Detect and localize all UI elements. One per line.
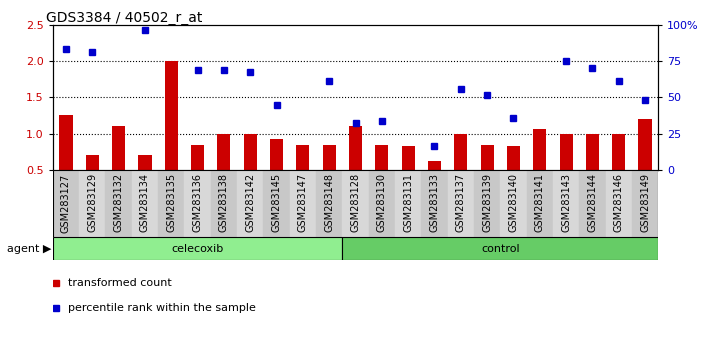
Bar — [612, 133, 625, 170]
Text: GSM283149: GSM283149 — [640, 173, 650, 232]
Text: GSM283132: GSM283132 — [113, 173, 124, 233]
Bar — [507, 146, 520, 170]
Text: GSM283141: GSM283141 — [535, 173, 545, 232]
Bar — [579, 170, 605, 237]
Text: GSM283134: GSM283134 — [140, 173, 150, 232]
Bar — [395, 170, 421, 237]
Bar — [53, 237, 342, 260]
Bar — [375, 144, 389, 170]
Bar — [342, 237, 658, 260]
Bar — [428, 161, 441, 170]
Text: GSM283145: GSM283145 — [272, 173, 282, 233]
Bar — [560, 133, 572, 170]
Text: GSM283135: GSM283135 — [166, 173, 176, 233]
Text: GSM283143: GSM283143 — [561, 173, 571, 232]
Text: GSM283140: GSM283140 — [508, 173, 518, 232]
Text: GDS3384 / 40502_r_at: GDS3384 / 40502_r_at — [46, 11, 202, 25]
Bar — [290, 170, 316, 237]
Text: transformed count: transformed count — [68, 278, 172, 288]
Bar — [263, 170, 290, 237]
Bar — [527, 170, 553, 237]
Bar — [322, 144, 336, 170]
Bar — [53, 170, 79, 237]
Bar — [501, 170, 527, 237]
Text: GSM283131: GSM283131 — [403, 173, 413, 232]
Text: GSM283142: GSM283142 — [245, 173, 256, 233]
Text: GSM283144: GSM283144 — [587, 173, 598, 232]
Bar — [165, 61, 178, 170]
Bar — [112, 126, 125, 170]
Text: GSM283139: GSM283139 — [482, 173, 492, 232]
Text: GSM283146: GSM283146 — [614, 173, 624, 232]
Bar — [533, 129, 546, 170]
Bar — [270, 139, 283, 170]
Bar — [132, 170, 158, 237]
Bar — [139, 155, 151, 170]
Bar — [86, 155, 99, 170]
Bar — [210, 170, 237, 237]
Bar — [237, 170, 263, 237]
Text: celecoxib: celecoxib — [172, 244, 224, 254]
Text: GSM283128: GSM283128 — [351, 173, 360, 233]
Bar — [421, 170, 448, 237]
Text: GSM283148: GSM283148 — [325, 173, 334, 232]
Bar — [401, 146, 415, 170]
Bar — [316, 170, 342, 237]
Bar — [218, 133, 230, 170]
Bar — [448, 170, 474, 237]
Bar — [632, 170, 658, 237]
Text: GSM283138: GSM283138 — [219, 173, 229, 232]
Bar — [553, 170, 579, 237]
Bar — [605, 170, 632, 237]
Text: GSM283147: GSM283147 — [298, 173, 308, 233]
Text: GSM283136: GSM283136 — [193, 173, 203, 232]
Bar — [474, 170, 501, 237]
Bar — [369, 170, 395, 237]
Bar — [79, 170, 106, 237]
Bar — [59, 115, 73, 170]
Bar — [342, 170, 369, 237]
Bar — [244, 133, 257, 170]
Bar — [158, 170, 184, 237]
Text: GSM283137: GSM283137 — [455, 173, 466, 233]
Bar — [106, 170, 132, 237]
Bar — [349, 126, 362, 170]
Bar — [184, 170, 210, 237]
Bar — [586, 133, 599, 170]
Text: GSM283133: GSM283133 — [429, 173, 439, 232]
Text: agent ▶: agent ▶ — [7, 244, 51, 254]
Text: GSM283130: GSM283130 — [377, 173, 386, 232]
Text: GSM283129: GSM283129 — [87, 173, 97, 233]
Text: control: control — [481, 244, 520, 254]
Text: GSM283127: GSM283127 — [61, 173, 71, 233]
Text: percentile rank within the sample: percentile rank within the sample — [68, 303, 256, 313]
Bar — [639, 119, 652, 170]
Bar — [481, 144, 494, 170]
Bar — [296, 144, 310, 170]
Bar — [454, 133, 467, 170]
Bar — [191, 144, 204, 170]
